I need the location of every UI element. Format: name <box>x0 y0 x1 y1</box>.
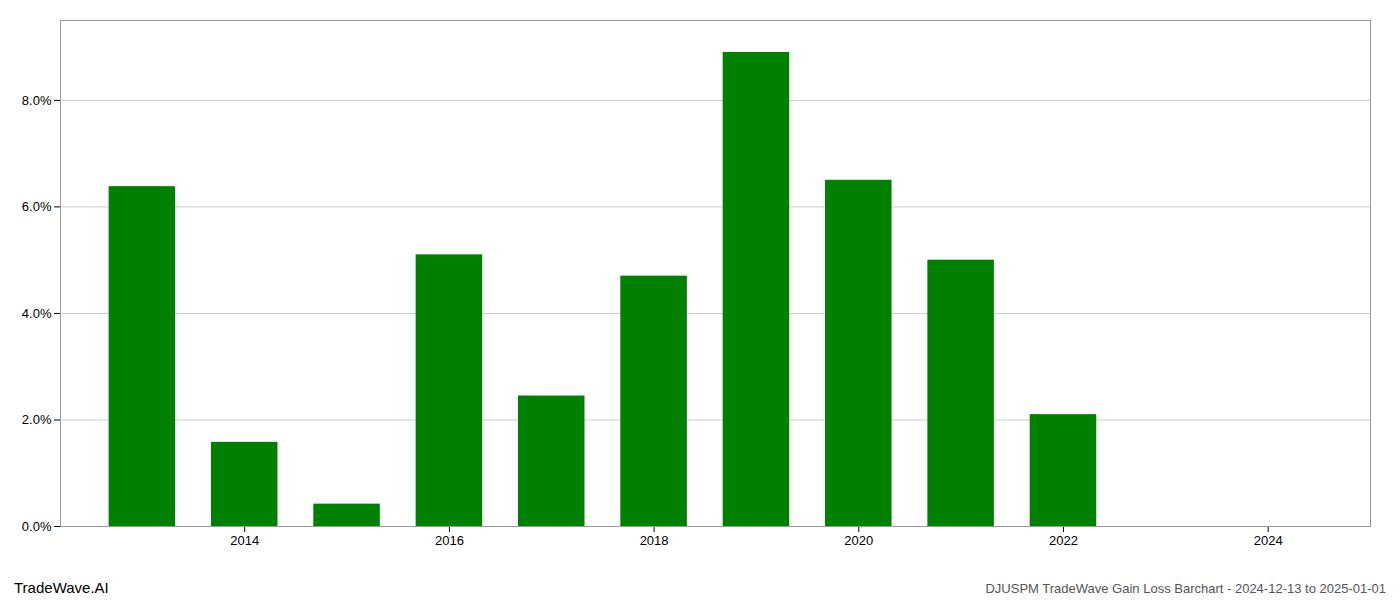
svg-text:0.0%: 0.0% <box>22 519 52 534</box>
html-text:DJUSPM TradeWave Gain Loss Bar: DJUSPM TradeWave Gain Loss Barchart - 20… <box>985 581 1386 596</box>
html-text:TradeWave.AI: TradeWave.AI <box>14 579 109 596</box>
svg-text:2020: 2020 <box>844 533 873 548</box>
svg-text:2016: 2016 <box>435 533 464 548</box>
svg-text:8.0%: 8.0% <box>22 93 52 108</box>
svg-text:2018: 2018 <box>640 533 669 548</box>
svg-text:2022: 2022 <box>1049 533 1078 548</box>
svg-text:6.0%: 6.0% <box>22 199 52 214</box>
svg-text:4.0%: 4.0% <box>22 306 52 321</box>
svg-text:2014: 2014 <box>230 533 259 548</box>
svg-text:2.0%: 2.0% <box>22 412 52 427</box>
svg-text:2024: 2024 <box>1254 533 1283 548</box>
